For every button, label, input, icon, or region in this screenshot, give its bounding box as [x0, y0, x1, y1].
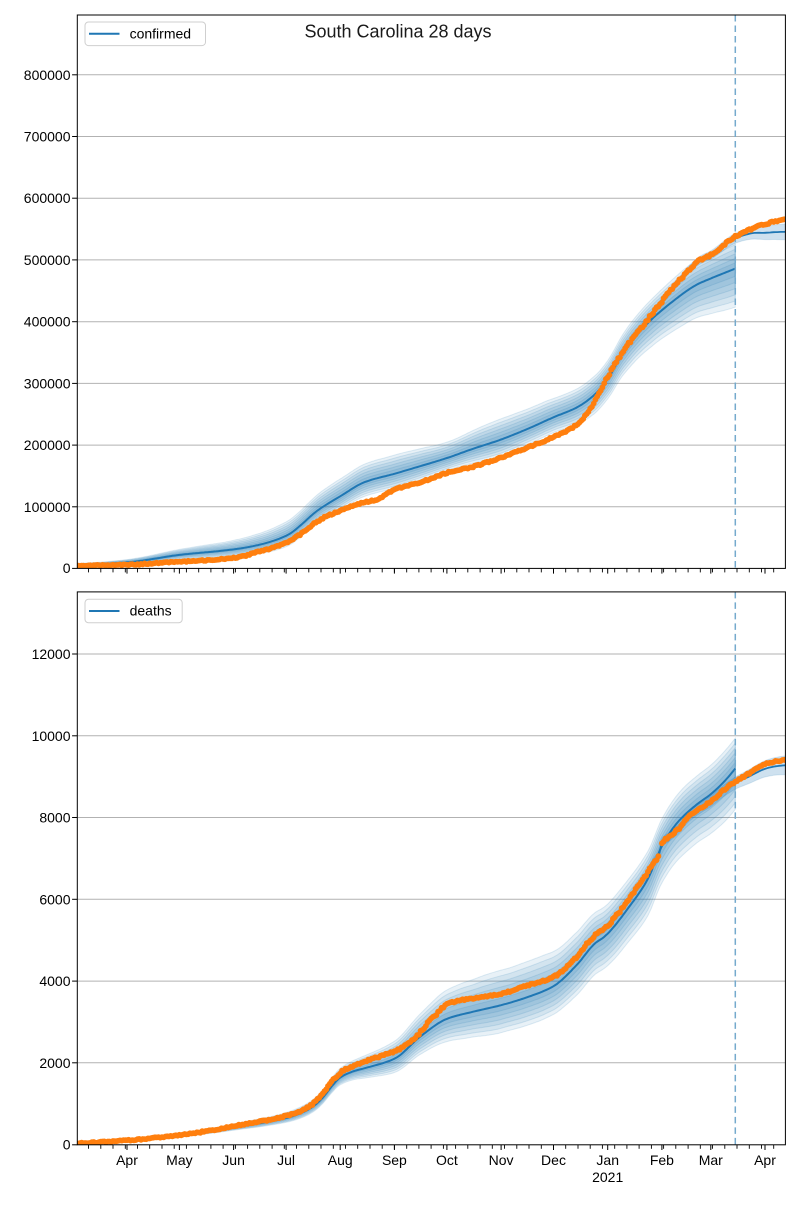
- svg-text:Nov: Nov: [489, 1152, 514, 1168]
- svg-text:confirmed: confirmed: [130, 26, 191, 42]
- svg-text:600000: 600000: [24, 190, 71, 206]
- svg-text:800000: 800000: [24, 67, 71, 83]
- svg-text:200000: 200000: [24, 437, 71, 453]
- svg-text:Feb: Feb: [650, 1152, 674, 1168]
- svg-text:8000: 8000: [39, 810, 70, 826]
- svg-text:0: 0: [63, 560, 71, 576]
- svg-text:Apr: Apr: [754, 1152, 776, 1168]
- svg-text:2000: 2000: [39, 1055, 70, 1071]
- svg-text:4000: 4000: [39, 973, 70, 989]
- svg-text:Mar: Mar: [699, 1152, 723, 1168]
- svg-text:6000: 6000: [39, 891, 70, 907]
- svg-text:100000: 100000: [24, 499, 71, 515]
- svg-text:South Carolina 28 days: South Carolina 28 days: [304, 22, 491, 42]
- svg-text:0: 0: [63, 1137, 71, 1153]
- svg-text:Jun: Jun: [222, 1152, 245, 1168]
- svg-text:May: May: [166, 1152, 192, 1168]
- svg-text:Aug: Aug: [328, 1152, 353, 1168]
- svg-text:300000: 300000: [24, 375, 71, 391]
- svg-text:deaths: deaths: [130, 603, 172, 619]
- svg-text:Apr: Apr: [116, 1152, 138, 1168]
- svg-text:Jan: Jan: [596, 1152, 619, 1168]
- svg-text:400000: 400000: [24, 314, 71, 330]
- svg-text:Sep: Sep: [382, 1152, 407, 1168]
- svg-text:2021: 2021: [592, 1169, 623, 1185]
- svg-text:10000: 10000: [32, 728, 71, 744]
- svg-text:500000: 500000: [24, 252, 71, 268]
- svg-text:700000: 700000: [24, 129, 71, 145]
- svg-text:Oct: Oct: [436, 1152, 458, 1168]
- svg-text:Jul: Jul: [277, 1152, 295, 1168]
- svg-text:12000: 12000: [32, 646, 71, 662]
- svg-text:Dec: Dec: [541, 1152, 566, 1168]
